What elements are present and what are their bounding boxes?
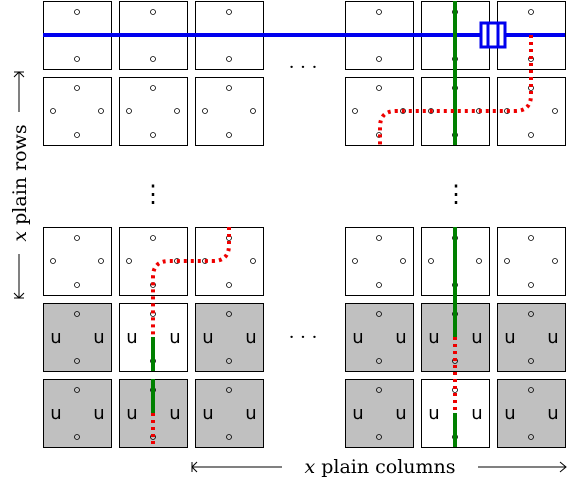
tile-border bbox=[44, 78, 112, 146]
tile-letter-left: u bbox=[202, 403, 213, 424]
tile-letter-right: u bbox=[395, 327, 406, 348]
column-ellipsis-bottom: · · · bbox=[289, 327, 318, 348]
tile-letter-right: u bbox=[93, 403, 104, 424]
tile-border bbox=[196, 78, 264, 146]
tile-letter-right: u bbox=[169, 403, 180, 424]
tile bbox=[498, 228, 566, 296]
tile-border bbox=[346, 228, 414, 296]
tile-letter-right: u bbox=[245, 403, 256, 424]
column-ellipsis-top: · · · bbox=[289, 57, 318, 78]
tile bbox=[196, 78, 264, 146]
column-axis-label: x plain columns bbox=[304, 456, 455, 478]
tile-letter-right: u bbox=[169, 327, 180, 348]
tile-letter-left: u bbox=[428, 327, 439, 348]
row-ellipsis-right: ⋮ bbox=[444, 180, 468, 208]
tile-letter-left: u bbox=[352, 403, 363, 424]
tile: uu bbox=[44, 304, 112, 372]
tile-border bbox=[498, 228, 566, 296]
column-axis-text: plain columns bbox=[315, 456, 455, 478]
tile-letter-right: u bbox=[547, 403, 558, 424]
tile bbox=[44, 78, 112, 146]
column-axis-arrow: x plain columns bbox=[192, 455, 566, 479]
tile bbox=[346, 228, 414, 296]
tile-letter-right: u bbox=[471, 327, 482, 348]
row-axis-variable: x bbox=[9, 231, 31, 242]
tile-letter-left: u bbox=[504, 327, 515, 348]
tile-letter-right: u bbox=[547, 327, 558, 348]
row-axis-text: plain rows bbox=[9, 124, 31, 231]
tile-letter-right: u bbox=[471, 403, 482, 424]
row-ellipsis-left: ⋮ bbox=[141, 180, 165, 208]
row-axis-label: x plain rows bbox=[9, 124, 31, 241]
column-axis-variable: x bbox=[304, 456, 315, 478]
tile bbox=[44, 228, 112, 296]
tile-letter-left: u bbox=[352, 327, 363, 348]
tile-letter-right: u bbox=[395, 403, 406, 424]
tile-letter-left: u bbox=[126, 403, 137, 424]
tile-letter-right: u bbox=[245, 327, 256, 348]
tile-letter-left: u bbox=[504, 403, 515, 424]
tile-letter-right: u bbox=[93, 327, 104, 348]
tile-border bbox=[120, 78, 188, 146]
tile bbox=[120, 78, 188, 146]
tile-letter-left: u bbox=[50, 403, 61, 424]
tile-letter-left: u bbox=[202, 327, 213, 348]
tile-letter-left: u bbox=[126, 327, 137, 348]
tile-letter-left: u bbox=[50, 327, 61, 348]
tile-letter-left: u bbox=[428, 403, 439, 424]
row-axis-arrow: x plain rows bbox=[6, 72, 32, 298]
tile-border bbox=[44, 228, 112, 296]
